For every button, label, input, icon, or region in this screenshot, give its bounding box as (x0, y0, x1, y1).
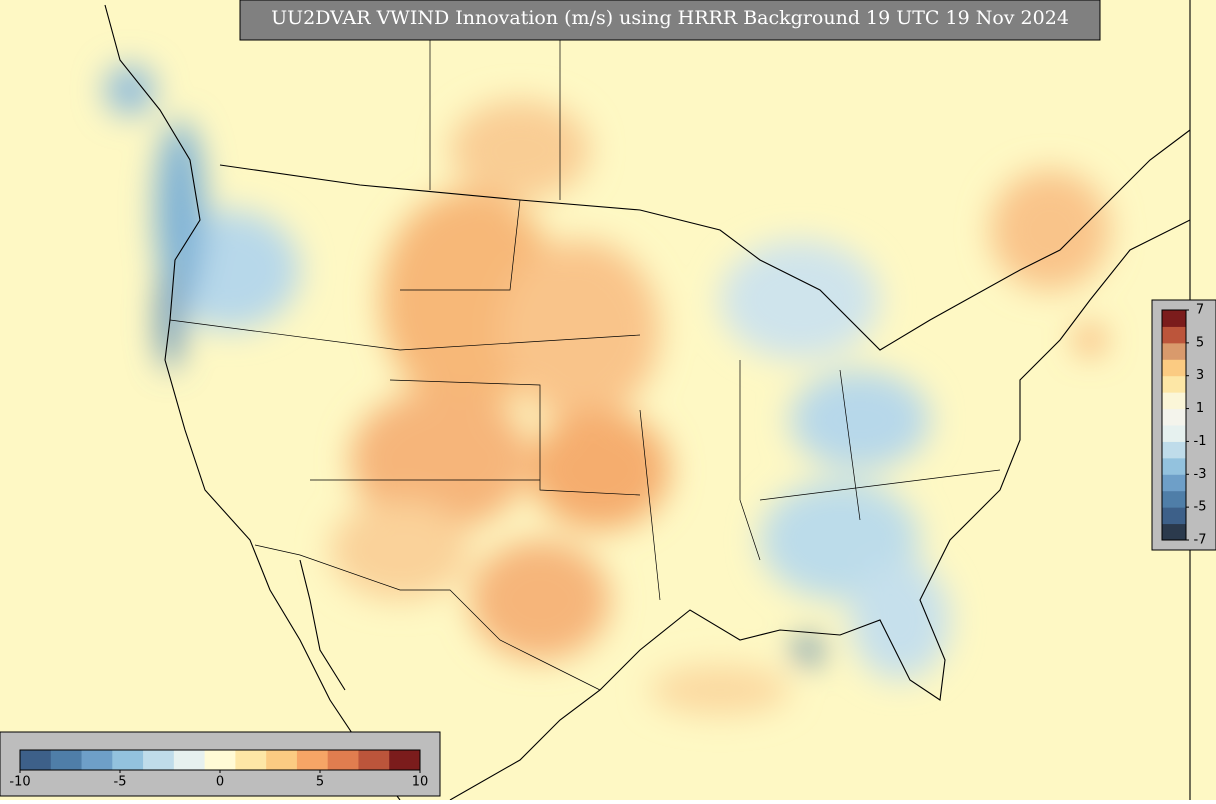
map-title: UU2DVAR VWIND Innovation (m/s) using HRR… (271, 7, 1069, 29)
colorbar-tick-label: -3 (1194, 467, 1207, 482)
us-canada-border (219, 129, 1191, 351)
colorbar-tick-label: 3 (1196, 368, 1204, 383)
colorbar-segment (1162, 425, 1186, 442)
colorbar-tick-label: 5 (316, 775, 324, 790)
colorbar-segment (1162, 310, 1186, 327)
colorbar-segment (20, 750, 52, 770)
colorbar-tick-label: 1 (1196, 401, 1204, 416)
innovation-field (105, 65, 1110, 715)
colorbar-segment (1162, 490, 1186, 508)
colorbar-tick-label: -1 (1194, 434, 1207, 449)
colorbar-tick-label: 7 (1196, 303, 1204, 318)
colorbar-segment (1162, 507, 1186, 525)
colorbar-segment (296, 750, 329, 770)
colorbar-segment (327, 750, 359, 770)
colorbar-outline (1161, 309, 1187, 541)
state-line (169, 40, 1001, 601)
title-box (239, 0, 1101, 41)
colorbar-segment (266, 750, 298, 770)
coastline (104, 4, 401, 801)
colorbar-segment (50, 750, 83, 770)
colorbar-tick-label: 10 (412, 775, 429, 790)
colorbar-segment (1162, 342, 1186, 360)
colorbar-segment (358, 750, 390, 770)
colorbar-segment (1162, 375, 1186, 393)
colorbar-segment (1162, 392, 1186, 410)
coastline (299, 559, 346, 691)
colorbars: -10 -5 0 5 10 7 5 3 1 -1 -3 -5 -7 (9, 303, 1206, 790)
coastline (449, 219, 1191, 801)
colorbar-tick-label: -5 (114, 775, 127, 790)
colorbar-segment (143, 750, 175, 770)
colorbar-segment (1162, 474, 1186, 492)
colorbar-segment (204, 750, 236, 770)
us-mexico-border (254, 544, 601, 691)
colorbar-tick-label: 5 (1196, 335, 1204, 350)
colorbar-segment (1162, 408, 1186, 426)
colorbar-segment (1162, 326, 1186, 344)
colorbar-segment (81, 750, 113, 770)
colorbar-tick-label: 0 (216, 775, 224, 790)
colorbar-tick-label: -7 (1194, 533, 1207, 548)
colorbar-segment (1162, 523, 1186, 541)
colorbar-segment (112, 750, 144, 770)
colorbar-tick-label: -10 (9, 775, 30, 790)
colorbar-segment (1162, 441, 1186, 459)
boundaries (104, 0, 1191, 801)
colorbar-segment (1162, 457, 1186, 475)
colorbar-segment (235, 750, 267, 770)
colorbar-tick-label: -5 (1194, 500, 1207, 515)
colorbar-segment (1162, 359, 1186, 377)
colorbar-segment (389, 750, 421, 770)
colorbar-segment (173, 750, 206, 770)
